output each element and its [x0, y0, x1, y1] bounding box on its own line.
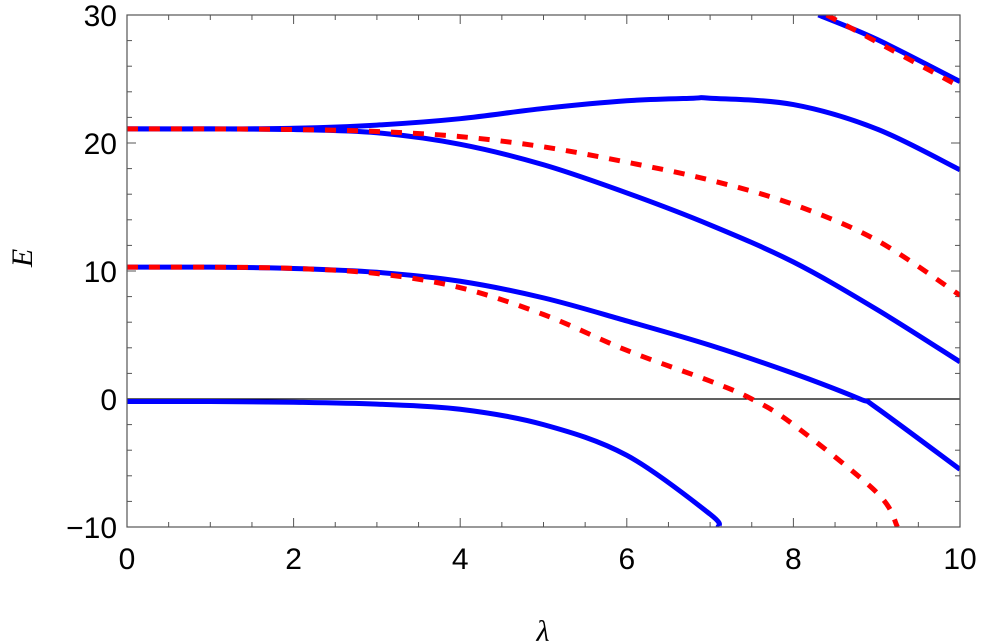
y-tick-label: 0: [100, 384, 117, 417]
y-tick-label: 20: [84, 128, 117, 161]
solid-series-1: [127, 264, 960, 472]
x-tick-label: 0: [119, 543, 136, 576]
y-axis-title: E: [6, 249, 39, 268]
y-tick-label: 30: [84, 0, 117, 33]
dashed-series-7: [825, 15, 960, 89]
x-tick-label: 2: [285, 543, 302, 576]
x-tick-label: 10: [943, 543, 976, 576]
dashed-series-5: [127, 126, 960, 298]
x-tick-label: 6: [618, 543, 635, 576]
y-tick-label: −10: [66, 512, 117, 545]
x-axis-title: λ: [536, 615, 550, 641]
dashed-series-2: [127, 264, 900, 527]
solid-series-4: [127, 126, 960, 364]
solid-series-3: [127, 95, 960, 173]
plot-frame: [126, 14, 961, 528]
x-tick-label: 8: [785, 543, 802, 576]
x-tick-label: 4: [452, 543, 469, 576]
y-tick-label: 10: [84, 256, 117, 289]
solid-series-0: [127, 399, 722, 527]
